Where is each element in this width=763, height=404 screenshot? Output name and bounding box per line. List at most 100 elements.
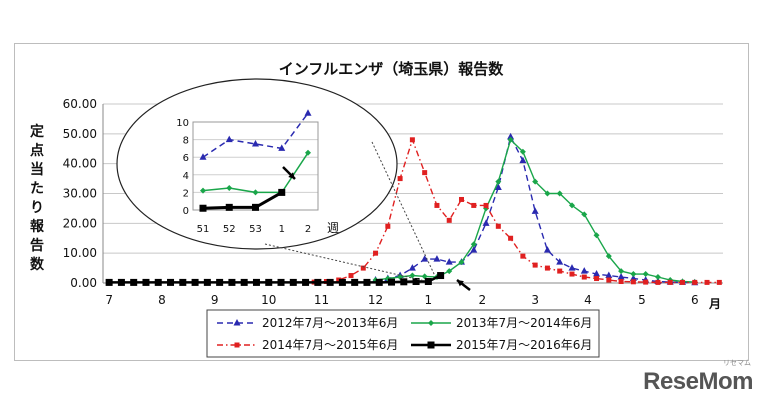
data-point xyxy=(446,217,452,223)
x-tick-label: 10 xyxy=(261,293,276,307)
data-point xyxy=(482,219,490,226)
y-axis-label-char: 数 xyxy=(30,256,45,273)
data-point xyxy=(388,278,396,286)
data-point xyxy=(199,204,207,212)
data-point xyxy=(458,259,465,266)
data-point xyxy=(544,190,551,197)
data-point xyxy=(338,278,346,286)
data-point xyxy=(593,270,601,277)
data-point xyxy=(336,277,342,283)
data-point xyxy=(397,176,403,182)
data-point xyxy=(226,185,233,191)
data-point xyxy=(422,170,428,176)
data-point xyxy=(507,132,515,140)
inset-y-tick: 10 xyxy=(176,118,189,129)
data-point xyxy=(252,140,259,147)
series-1 xyxy=(372,132,699,286)
inset-x-tick: 51 xyxy=(197,224,210,235)
data-point xyxy=(716,279,722,285)
data-point xyxy=(240,278,248,286)
data-point xyxy=(495,223,501,229)
data-point xyxy=(105,278,113,286)
data-point xyxy=(117,278,125,286)
data-point xyxy=(408,264,416,271)
data-point xyxy=(427,341,435,349)
inset-y-tick: 4 xyxy=(183,171,189,182)
y-tick-label: 60.00 xyxy=(63,97,97,111)
data-point xyxy=(692,279,698,285)
data-point xyxy=(314,278,322,286)
inset-arrow-head xyxy=(288,172,295,179)
legend-label: 2014年7月～2015年6月 xyxy=(262,338,398,352)
y-tick-label: 30.00 xyxy=(63,187,97,201)
inset-series-line xyxy=(202,191,283,210)
y-axis-label-char: 定 xyxy=(30,123,44,140)
data-point xyxy=(385,223,391,229)
data-point xyxy=(351,278,359,286)
data-point xyxy=(289,278,297,286)
data-point xyxy=(225,135,233,143)
series-2 xyxy=(372,136,698,286)
data-point xyxy=(655,279,661,285)
y-axis-label-char: 報 xyxy=(30,218,45,235)
data-point xyxy=(304,109,312,116)
chart-title: インフルエンザ（埼玉県）報告数 xyxy=(279,60,505,78)
data-point xyxy=(605,271,613,279)
inset-series-line xyxy=(202,112,309,158)
y-axis-label-char: り xyxy=(30,200,44,216)
y-axis-label-char: 告 xyxy=(30,237,44,254)
data-point xyxy=(203,278,211,286)
x-tick-label: 11 xyxy=(314,293,329,307)
data-point xyxy=(520,253,526,259)
data-point xyxy=(348,273,354,279)
inset-ellipse xyxy=(116,78,398,250)
data-point xyxy=(532,178,539,185)
x-tick-label: 9 xyxy=(211,293,219,307)
data-point xyxy=(363,278,371,286)
legend-label: 2015年7月～2016年6月 xyxy=(456,338,592,352)
data-point xyxy=(679,279,685,285)
data-point xyxy=(400,278,408,286)
data-point xyxy=(142,278,150,286)
data-point xyxy=(130,278,138,286)
data-point xyxy=(409,272,416,279)
data-point xyxy=(445,258,453,265)
data-point xyxy=(326,278,334,286)
data-point xyxy=(654,274,661,281)
data-point xyxy=(581,274,587,280)
data-point xyxy=(556,258,564,265)
legend-box xyxy=(206,309,600,358)
data-point xyxy=(191,278,199,286)
data-point xyxy=(471,202,477,208)
y-tick-label: 10.00 xyxy=(63,246,97,260)
data-point xyxy=(265,278,273,286)
data-point xyxy=(642,271,649,278)
legend-label: 2013年7月～2014年6月 xyxy=(456,316,592,330)
data-point xyxy=(568,264,576,271)
inset-connector xyxy=(264,243,426,282)
data-point xyxy=(569,271,575,277)
data-point xyxy=(421,273,428,280)
data-point xyxy=(434,202,440,208)
data-point xyxy=(373,250,379,256)
y-axis-label-char: 当 xyxy=(30,161,44,178)
data-point xyxy=(412,278,420,286)
data-point xyxy=(494,183,502,191)
data-point xyxy=(433,255,441,262)
series-3 xyxy=(311,137,722,285)
y-tick-label: 50.00 xyxy=(63,127,97,141)
legend-label: 2012年7月～2013年6月 xyxy=(262,316,398,330)
resemom-logo: ReseMom xyxy=(643,368,753,395)
data-point xyxy=(216,278,224,286)
data-point xyxy=(233,319,241,326)
data-point xyxy=(470,246,478,253)
inset-x-tick: 53 xyxy=(249,224,262,235)
data-point xyxy=(483,202,489,208)
data-point xyxy=(557,268,563,274)
inset-y-tick: 2 xyxy=(183,188,189,199)
x-tick-label: 4 xyxy=(584,293,592,307)
data-point xyxy=(568,202,575,209)
legend: 2012年7月～2013年6月 2013年7月～2014年6月 2014年7月～20… xyxy=(206,309,600,358)
data-point xyxy=(580,267,588,274)
data-point xyxy=(278,144,286,151)
